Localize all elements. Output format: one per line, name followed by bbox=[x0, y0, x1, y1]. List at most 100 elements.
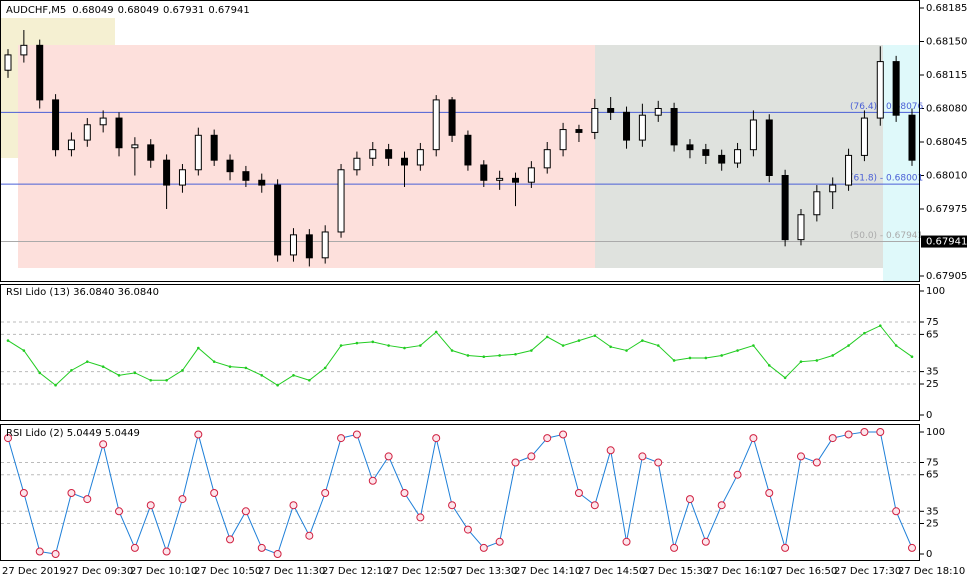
rsi-marker bbox=[289, 501, 298, 510]
rsi-marker bbox=[860, 428, 869, 436]
rsi-dot bbox=[54, 383, 57, 387]
candle-body bbox=[480, 164, 488, 181]
rsi-marker bbox=[828, 434, 837, 443]
candle-body bbox=[194, 134, 202, 171]
candle-body bbox=[813, 191, 821, 216]
rsi-marker bbox=[432, 434, 441, 443]
rsi-dot bbox=[260, 374, 264, 377]
rsi-dot bbox=[752, 344, 755, 347]
candle-body bbox=[559, 129, 567, 151]
x-label: 27 Dec 10:10 bbox=[130, 566, 197, 577]
rsi-marker bbox=[796, 452, 805, 461]
rsi-dot bbox=[894, 344, 898, 347]
rsi-dot bbox=[403, 346, 406, 350]
rsi-dot bbox=[688, 356, 692, 360]
y-tick-label: 35 bbox=[926, 506, 939, 517]
rsi-marker bbox=[733, 470, 742, 479]
rsi-dot bbox=[498, 354, 501, 357]
rsi-dot bbox=[228, 365, 232, 368]
header-value: 0.68049 bbox=[72, 5, 113, 16]
candle-body bbox=[829, 184, 837, 193]
rsi-marker bbox=[384, 452, 393, 461]
rsi-marker bbox=[463, 525, 472, 534]
x-label: 27 Dec 18:10 bbox=[898, 566, 965, 577]
rsi-marker bbox=[35, 547, 44, 556]
y-tick-label: 0 bbox=[926, 410, 932, 421]
main-frame bbox=[0, 0, 920, 282]
candle-body bbox=[385, 149, 393, 159]
rsi-marker bbox=[590, 501, 599, 510]
rsi-dot bbox=[244, 366, 248, 370]
rsi-dot bbox=[434, 330, 438, 334]
rsi-dot bbox=[276, 383, 279, 387]
rsi-dot bbox=[625, 349, 628, 352]
rsi-marker bbox=[51, 550, 60, 558]
candle-body bbox=[99, 117, 107, 126]
x-label: 27 Dec 17:30 bbox=[834, 566, 901, 577]
candle-body bbox=[734, 149, 742, 164]
rsi-dot bbox=[530, 349, 533, 352]
rsi-marker bbox=[844, 430, 853, 439]
candle-body bbox=[36, 44, 44, 101]
rsi-marker bbox=[162, 547, 171, 556]
rsi-marker bbox=[178, 495, 187, 504]
candle-body bbox=[623, 111, 631, 141]
candle-body bbox=[67, 139, 75, 151]
rsi-marker bbox=[622, 537, 631, 546]
x-label: 27 Dec 15:30 bbox=[642, 566, 709, 577]
x-label: 27 Dec 16:50 bbox=[770, 566, 837, 577]
rsi-dot bbox=[656, 344, 660, 347]
rsi-dot bbox=[545, 335, 549, 339]
rsi-dot bbox=[70, 369, 73, 372]
rsi-line bbox=[7, 431, 913, 555]
rsi-marker bbox=[717, 501, 726, 510]
candle-body bbox=[543, 149, 551, 169]
rsi-marker bbox=[749, 434, 758, 443]
rsi-marker bbox=[99, 440, 108, 449]
rsi-dot bbox=[577, 339, 581, 342]
rsi-dot bbox=[133, 371, 137, 375]
candle-body bbox=[607, 108, 615, 113]
rsi-marker bbox=[511, 458, 520, 467]
y-tick-label: 100 bbox=[926, 427, 945, 438]
y-tick-label: 0.68150 bbox=[926, 37, 967, 48]
y-tick-label: 75 bbox=[926, 317, 939, 328]
candle-body bbox=[416, 149, 424, 166]
rsi-dot bbox=[419, 344, 422, 347]
y-tick-label: 65 bbox=[926, 470, 939, 481]
x-label: 27 Dec 16:10 bbox=[706, 566, 773, 577]
x-label: 27 Dec 14:10 bbox=[514, 566, 581, 577]
candle-body bbox=[4, 54, 12, 71]
rsi-dot bbox=[101, 365, 105, 368]
y-tick-label: 65 bbox=[926, 329, 939, 340]
candle-body bbox=[147, 144, 155, 161]
rsi-dot bbox=[371, 340, 375, 344]
y-tick-label: 25 bbox=[926, 519, 939, 530]
rsi-marker bbox=[876, 428, 885, 436]
rsi-dot bbox=[767, 364, 771, 367]
rsi-marker bbox=[273, 550, 282, 558]
candle-body bbox=[353, 157, 361, 171]
candle-body bbox=[289, 234, 297, 256]
rsi-dot bbox=[831, 354, 835, 357]
candle-body bbox=[527, 167, 535, 183]
rsi-dot bbox=[292, 374, 295, 377]
y-tick-label: 0.68080 bbox=[926, 104, 967, 115]
rsi-marker bbox=[400, 489, 409, 497]
candle-body bbox=[83, 124, 91, 141]
rsi-marker bbox=[321, 489, 330, 497]
candle-body bbox=[797, 214, 805, 241]
rsi-marker bbox=[337, 434, 346, 443]
y-tick-label: 25 bbox=[926, 379, 939, 390]
candle-body bbox=[876, 61, 884, 119]
rsi-marker bbox=[67, 489, 76, 497]
rsi-marker bbox=[670, 543, 679, 552]
rsi-line bbox=[7, 325, 913, 386]
rsi-dot bbox=[181, 369, 184, 372]
rsi-dot bbox=[339, 344, 343, 347]
zone-pink bbox=[18, 45, 595, 268]
candle-body bbox=[765, 119, 773, 177]
rsi-dot bbox=[847, 344, 850, 347]
y-tick-label: 0.67905 bbox=[926, 271, 967, 282]
rsi-dot bbox=[878, 324, 882, 328]
